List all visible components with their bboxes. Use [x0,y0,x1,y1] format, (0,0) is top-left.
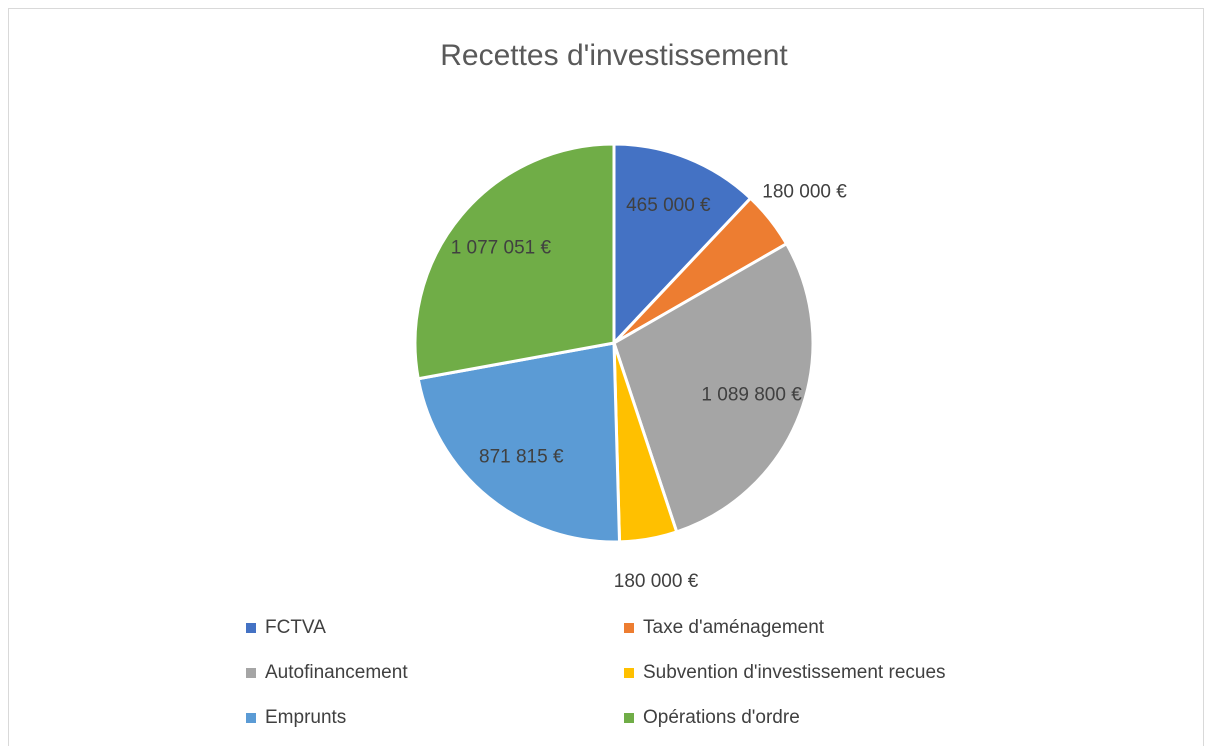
pie-slice [413,142,616,381]
legend-label: Subvention d'investissement recues [643,662,946,683]
data-label: 180 000 € [762,182,847,203]
legend-swatch [246,668,256,678]
pie-slice [612,241,815,534]
legend-swatch [624,713,634,723]
data-label: 465 000 € [626,195,711,216]
data-label: 180 000 € [614,571,699,592]
legend-swatch [624,623,634,633]
legend-swatch [246,713,256,723]
data-label: 1 089 800 € [701,384,802,405]
legend-label: FCTVA [265,617,326,638]
legend-label: Emprunts [265,707,346,728]
data-label: 871 815 € [479,446,564,467]
chart-title: Recettes d'investissement [440,39,788,72]
pie-slice [416,341,622,544]
legend-label: Taxe d'aménagement [643,617,825,638]
pie-slice [612,142,753,347]
legend-label: Opérations d'ordre [643,707,800,728]
data-label: 1 077 051 € [451,238,552,259]
legend-swatch [246,623,256,633]
legend-label: Autofinancement [265,662,408,683]
legend-swatch [624,668,634,678]
